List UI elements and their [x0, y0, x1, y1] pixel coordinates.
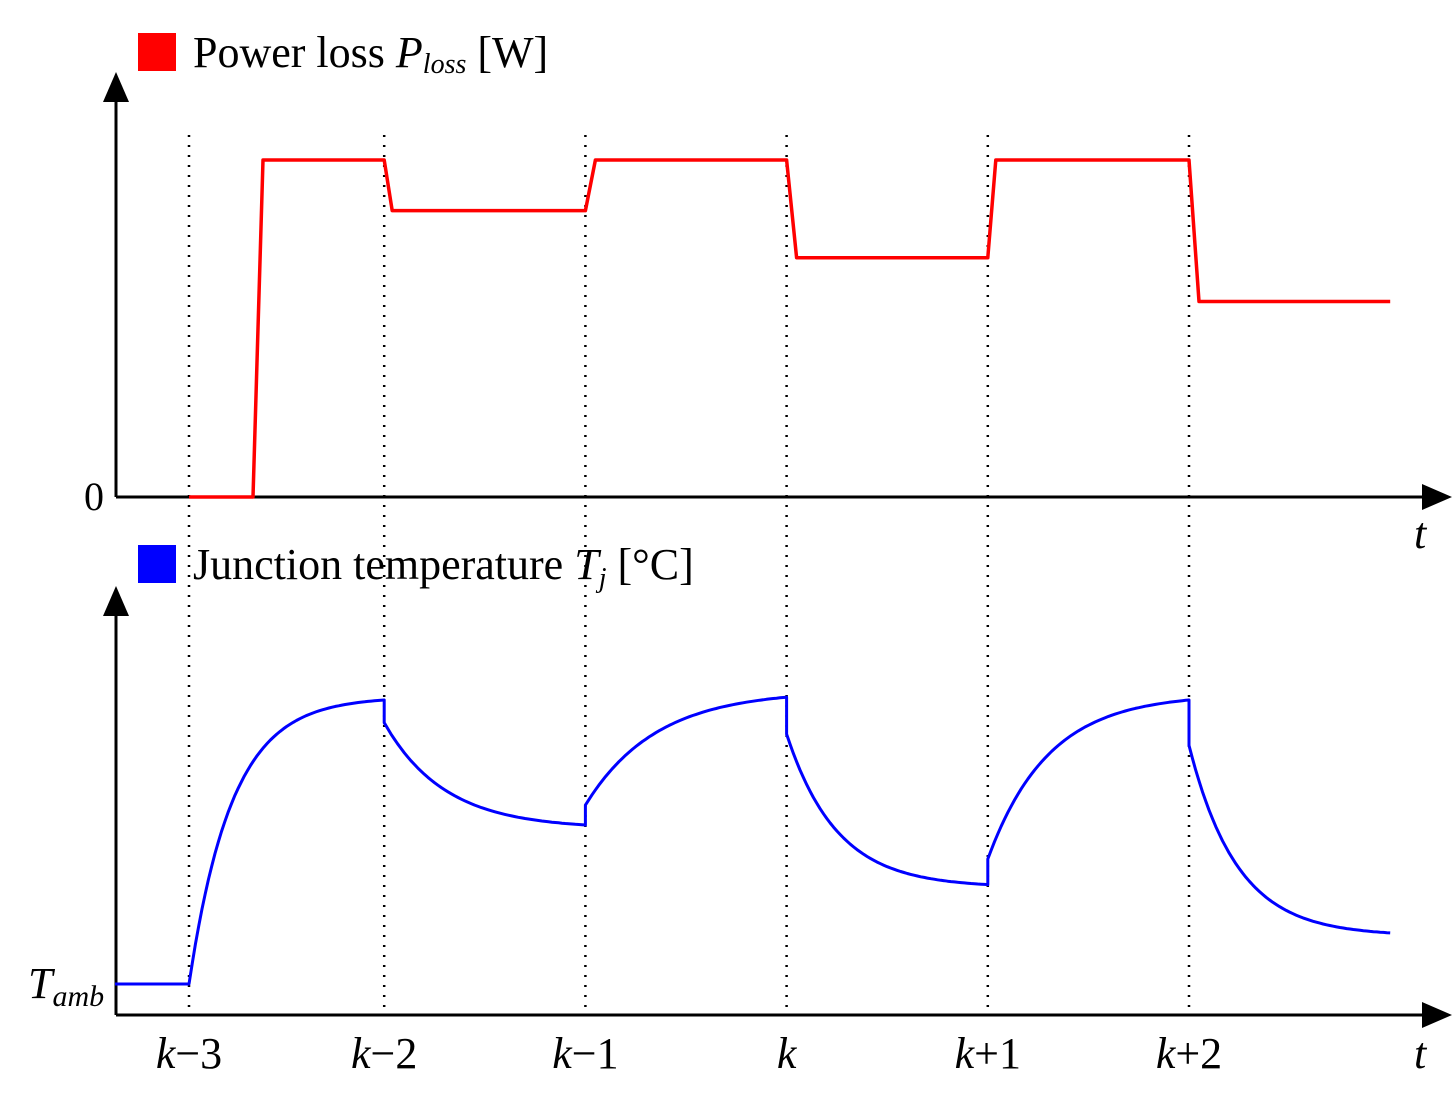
x-tick-offset: +1	[974, 1029, 1021, 1078]
top-legend-subscript: loss	[423, 49, 467, 80]
bottom-legend: Junction temperature Tj [°C]	[138, 540, 694, 594]
bottom-legend-unit: [°C]	[606, 540, 693, 589]
bottom-legend-text: Junction temperature	[193, 540, 574, 589]
power-loss-series-line	[189, 158, 1391, 499]
bottom-x-axis-label: t	[1414, 1029, 1428, 1078]
x-tick-labels: k−3 k−2 k−1 k k+1 k+2	[156, 1029, 1222, 1078]
bottom-x-arrow	[1422, 1002, 1452, 1028]
x-tick-label-3: k	[777, 1029, 798, 1078]
tamb-symbol: T	[28, 959, 56, 1008]
x-tick-offset: +2	[1175, 1029, 1222, 1078]
top-y-arrow	[103, 72, 129, 102]
x-tick-offset: −1	[572, 1029, 619, 1078]
x-tick-k: k	[1156, 1029, 1177, 1078]
top-axes: 0 t	[84, 72, 1452, 558]
x-tick-offset: −3	[175, 1029, 222, 1078]
x-tick-label-1: k−2	[351, 1029, 417, 1078]
x-tick-k: k	[777, 1029, 798, 1078]
top-legend-text: Power loss	[193, 28, 396, 77]
x-tick-label-4: k+1	[955, 1029, 1021, 1078]
x-tick-offset: −2	[371, 1029, 418, 1078]
x-tick-k: k	[552, 1029, 573, 1078]
bottom-axes: Tamb t	[28, 586, 1452, 1078]
top-legend-symbol: P	[395, 28, 423, 77]
x-tick-label-5: k+2	[1156, 1029, 1222, 1078]
top-y-tick-zero: 0	[84, 474, 104, 519]
x-tick-k: k	[955, 1029, 976, 1078]
bottom-legend-subscript: j	[596, 563, 607, 594]
x-tick-label-0: k−3	[156, 1029, 222, 1078]
x-tick-k: k	[156, 1029, 177, 1078]
bottom-y-tick-tamb: Tamb	[28, 959, 104, 1013]
top-legend-swatch	[138, 33, 176, 71]
top-legend-label: Power loss Ploss [W]	[193, 28, 548, 80]
top-legend: Power loss Ploss [W]	[138, 28, 548, 80]
tamb-subscript: amb	[52, 980, 104, 1013]
x-tick-k: k	[351, 1029, 372, 1078]
junction-temperature-series-line	[115, 695, 1391, 986]
x-tick-label-2: k−1	[552, 1029, 618, 1078]
bottom-y-arrow	[103, 586, 129, 616]
bottom-legend-label: Junction temperature Tj [°C]	[193, 540, 694, 594]
top-x-axis-label: t	[1414, 509, 1428, 558]
top-x-arrow	[1422, 484, 1452, 510]
bottom-legend-swatch	[138, 545, 176, 583]
bottom-legend-symbol: T	[574, 540, 602, 589]
top-legend-unit: [W]	[466, 28, 548, 77]
